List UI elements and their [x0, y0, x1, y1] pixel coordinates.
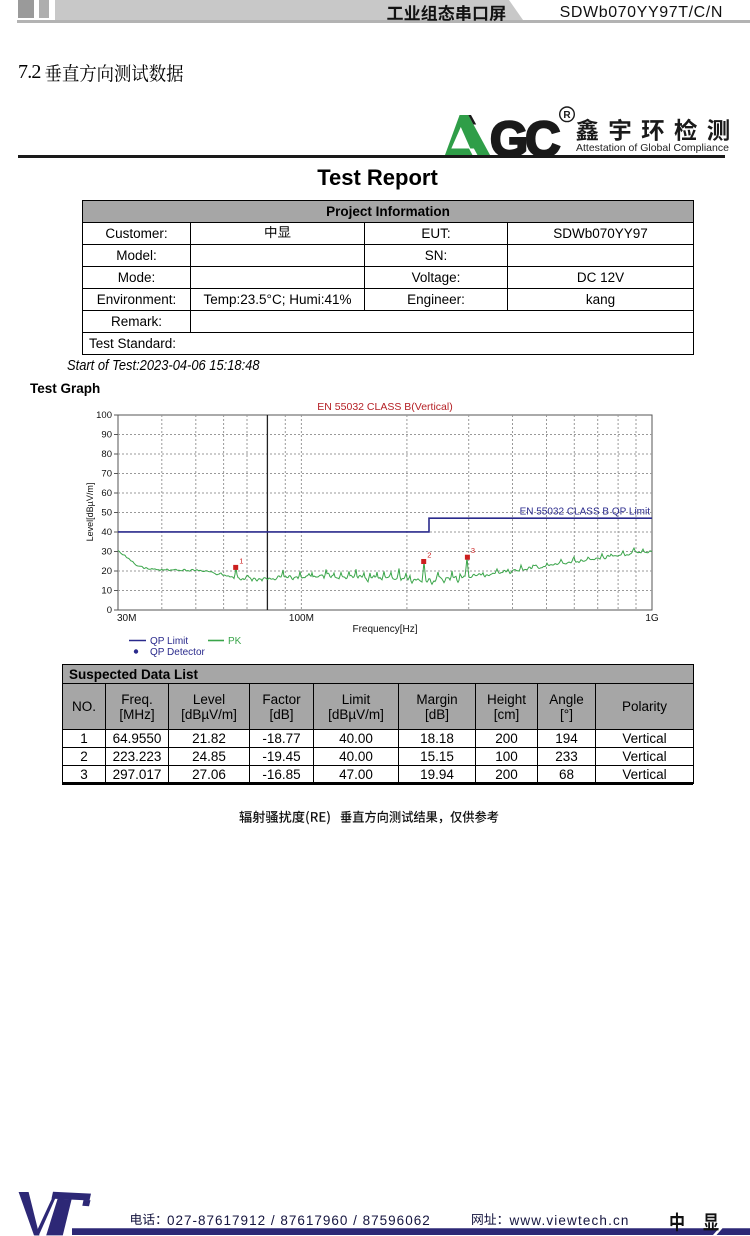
svg-text:60: 60	[101, 488, 112, 499]
svg-text:70: 70	[101, 469, 112, 480]
svg-text:R: R	[563, 110, 571, 121]
svg-text:90: 90	[101, 430, 112, 441]
svg-text:EN 55032 CLASS B(Vertical): EN 55032 CLASS B(Vertical)	[317, 401, 452, 413]
svg-text:3: 3	[471, 546, 475, 555]
svg-text:50: 50	[101, 508, 112, 519]
svg-text:80: 80	[101, 449, 112, 460]
svg-text:Level[dBµV/m]: Level[dBµV/m]	[85, 483, 95, 542]
svg-text:20: 20	[101, 566, 112, 577]
svg-text:EN 55032 CLASS B QP Limit: EN 55032 CLASS B QP Limit	[520, 507, 651, 518]
svg-text:30M: 30M	[117, 613, 136, 624]
svg-text:30: 30	[101, 547, 112, 558]
svg-text:10: 10	[101, 586, 112, 597]
svg-text:2: 2	[427, 551, 431, 560]
svg-text:100M: 100M	[289, 613, 314, 624]
svg-text:PK: PK	[228, 636, 242, 647]
svg-text:Frequency[Hz]: Frequency[Hz]	[352, 624, 417, 635]
svg-text:GC: GC	[490, 113, 560, 160]
svg-text:1: 1	[239, 556, 243, 565]
svg-text:QP Detector: QP Detector	[150, 647, 206, 658]
svg-text:40: 40	[101, 527, 112, 538]
svg-text:100: 100	[96, 410, 112, 421]
svg-text:QP Limit: QP Limit	[150, 636, 188, 647]
svg-text:0: 0	[107, 605, 112, 616]
svg-text:1G: 1G	[645, 613, 659, 624]
